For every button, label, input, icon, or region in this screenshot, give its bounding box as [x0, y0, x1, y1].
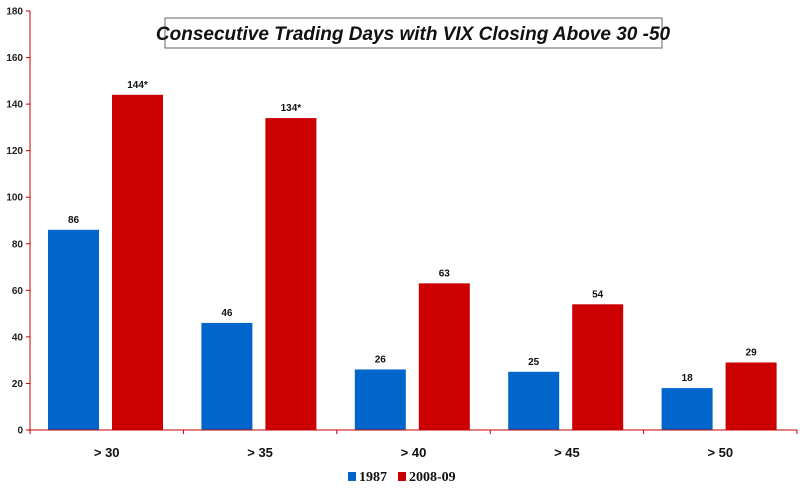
- bar-series2: [725, 362, 777, 430]
- chart-title: Consecutive Trading Days with VIX Closin…: [156, 24, 671, 45]
- bar-value-label: 29: [746, 347, 758, 358]
- x-tick-label: > 50: [707, 445, 733, 460]
- y-tick-label: 80: [12, 239, 24, 250]
- x-axis: > 30 > 35 > 40 > 45 > 50: [29, 429, 798, 460]
- y-tick-label: 20: [12, 379, 24, 390]
- bar-value-label: 26: [375, 354, 387, 365]
- y-tick-label: 100: [6, 193, 23, 204]
- x-tick-label: > 45: [554, 445, 580, 460]
- legend-swatch: [348, 472, 356, 481]
- bar-value-label: 46: [221, 308, 233, 319]
- legend-label: 1987: [359, 470, 387, 485]
- legend: 1987 2008-09: [348, 470, 456, 485]
- bar-series1: [48, 229, 99, 430]
- x-tick-label: > 30: [94, 445, 120, 460]
- bars: 86 144* 46 134* 26 63 25 54 18 29: [48, 80, 777, 431]
- bar-series2: [572, 304, 624, 430]
- bar-value-label: 86: [68, 215, 80, 226]
- legend-label: 2008-09: [409, 470, 456, 485]
- bar-series2: [112, 94, 163, 431]
- x-tick-label: > 35: [247, 445, 273, 460]
- chart-title-box: Consecutive Trading Days with VIX Closin…: [156, 17, 671, 49]
- y-axis: 0 20 40 60 80 100 120 140 160 180: [6, 7, 31, 437]
- bar-series1: [201, 322, 253, 430]
- bar-series1: [508, 371, 560, 430]
- bar-value-label: 134*: [281, 103, 302, 114]
- bar-value-label: 25: [528, 357, 540, 368]
- bar-series2: [265, 118, 317, 431]
- bar-series1: [354, 369, 406, 430]
- bar-value-label: 18: [682, 373, 694, 384]
- legend-swatch: [398, 472, 406, 481]
- bar-value-label: 63: [439, 268, 451, 279]
- bar-value-label: 144*: [127, 80, 148, 91]
- bar-series1: [661, 388, 713, 430]
- y-tick-label: 180: [6, 7, 23, 18]
- y-tick-label: 140: [6, 100, 23, 111]
- y-tick-label: 40: [12, 332, 24, 343]
- x-tick-label: > 40: [401, 445, 427, 460]
- bar-value-label: 54: [592, 289, 604, 300]
- bar-series2: [418, 283, 470, 430]
- y-tick-label: 0: [17, 426, 23, 437]
- y-tick-label: 60: [12, 286, 24, 297]
- title-frame: [164, 17, 663, 49]
- y-tick-label: 160: [6, 53, 23, 64]
- y-tick-label: 120: [6, 146, 23, 157]
